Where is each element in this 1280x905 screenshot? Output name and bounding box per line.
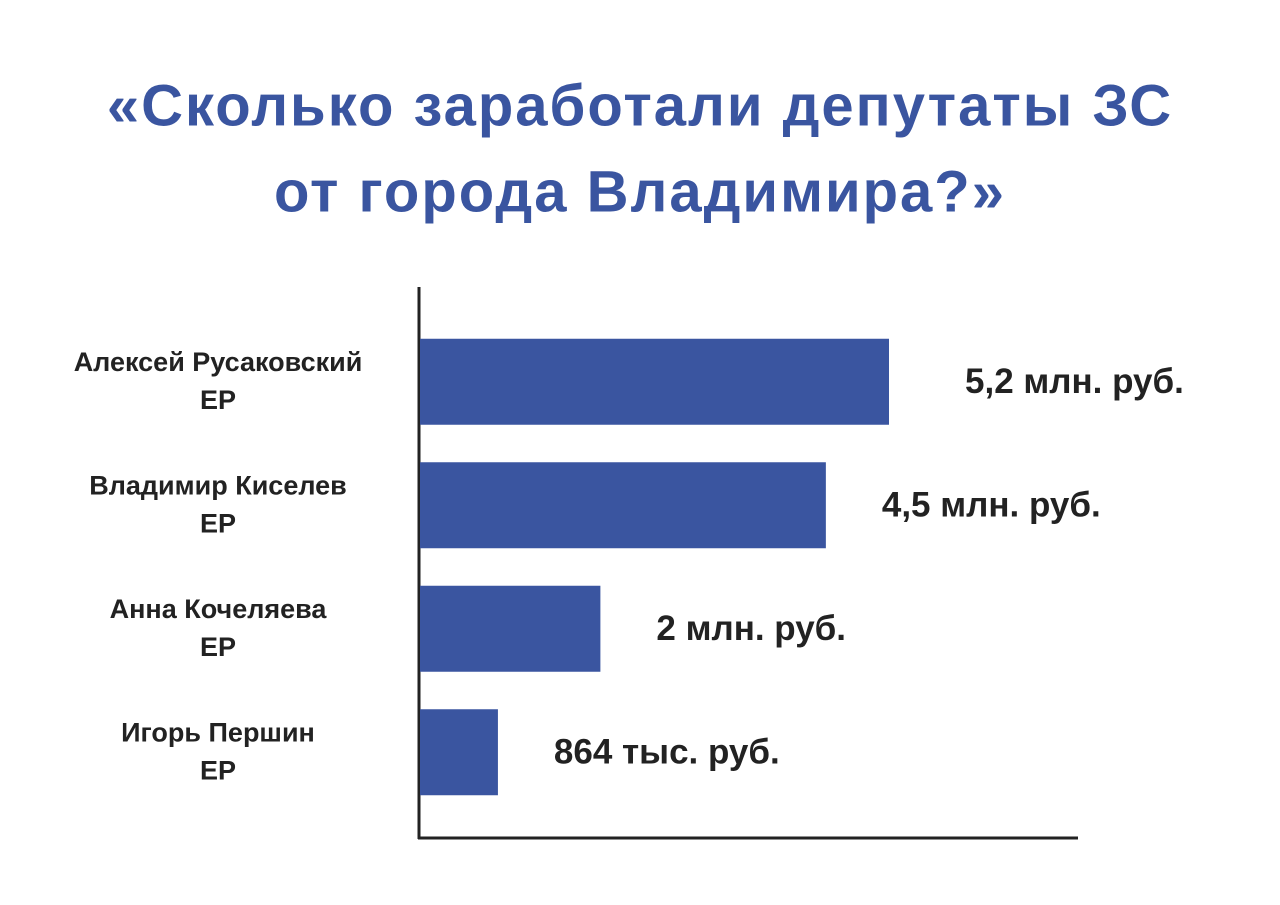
party-label: ЕР bbox=[200, 755, 236, 785]
category-label: Анна Кочеляева bbox=[110, 594, 328, 624]
category-label: Игорь Першин bbox=[121, 717, 315, 747]
bar bbox=[420, 462, 826, 549]
value-label: 5,2 млн. руб. bbox=[965, 362, 1184, 401]
party-label: ЕР bbox=[200, 385, 236, 415]
party-label: ЕР bbox=[200, 632, 236, 662]
value-label: 864 тыс. руб. bbox=[554, 733, 780, 772]
chart-title: от города Владимира?» bbox=[274, 159, 1006, 224]
chart-title: «Сколько заработали депутаты ЗС bbox=[107, 73, 1173, 138]
bar bbox=[420, 338, 889, 425]
value-label: 4,5 млн. руб. bbox=[882, 486, 1101, 525]
party-label: ЕР bbox=[200, 508, 236, 538]
bar bbox=[420, 709, 498, 796]
category-label: Алексей Русаковский bbox=[74, 347, 363, 377]
category-label: Владимир Киселев bbox=[89, 470, 347, 500]
value-label: 2 млн. руб. bbox=[656, 609, 846, 648]
bar bbox=[420, 585, 601, 672]
